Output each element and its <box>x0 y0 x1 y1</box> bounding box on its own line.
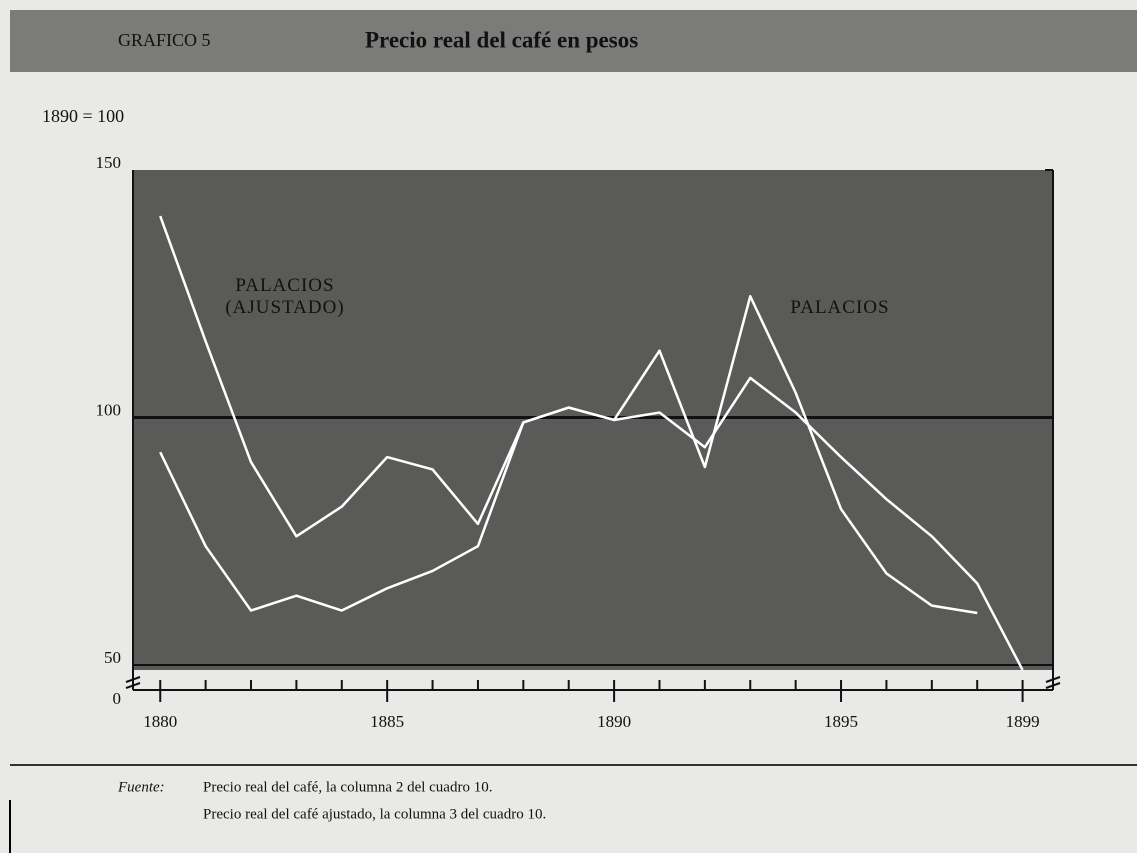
y-tick-label: 150 <box>96 153 122 172</box>
x-tick-label: 1885 <box>370 712 404 731</box>
x-tick-label: 1899 <box>1006 712 1040 731</box>
chart-title: Precio real del café en pesos <box>365 27 638 52</box>
series-label: PALACIOS <box>790 297 890 318</box>
y-tick-label: 100 <box>96 400 122 419</box>
source-line: Precio real del café, la columna 2 del c… <box>203 779 492 795</box>
plot-area <box>133 170 1053 670</box>
header-band <box>10 10 1137 72</box>
y-axis-label: 1890 = 100 <box>42 106 124 126</box>
x-tick-label: 1895 <box>824 712 858 731</box>
y-tick-label: 50 <box>104 648 121 667</box>
x-tick-label: 1890 <box>597 712 631 731</box>
x-tick-label: 1880 <box>143 712 177 731</box>
y-tick-label: 0 <box>113 689 122 708</box>
source-line: Precio real del café ajustado, la column… <box>203 806 546 822</box>
series-label: PALACIOS (AJUSTADO) <box>225 275 345 318</box>
axis-break <box>125 676 141 689</box>
source-label: Fuente: <box>117 779 165 795</box>
axis-break <box>1045 676 1061 689</box>
figure-label: GRAFICO 5 <box>118 30 211 50</box>
series-line <box>159 294 978 615</box>
